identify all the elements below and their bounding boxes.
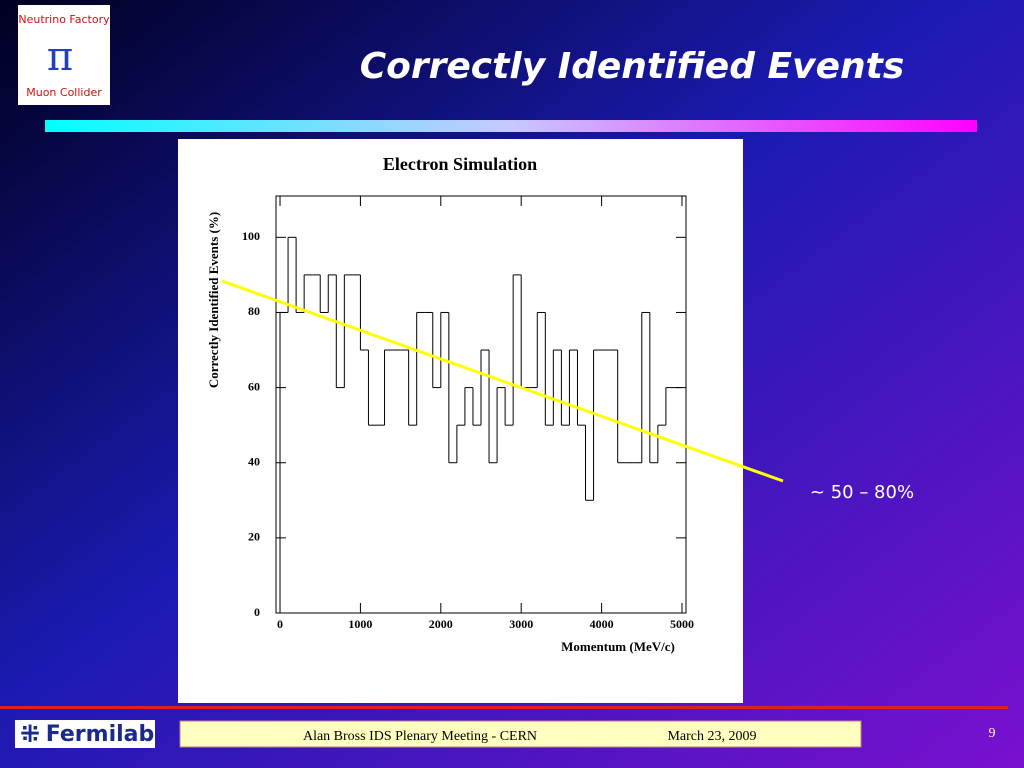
- x-tick-label: 2000: [429, 617, 453, 631]
- x-axis-label: Momentum (MeV/c): [561, 639, 675, 654]
- title-bar: [45, 120, 977, 132]
- y-axis-label: Correctly Identified Events (%): [206, 212, 221, 388]
- plot-frame: [275, 195, 687, 614]
- y-tick-label: 80: [248, 304, 260, 318]
- trend-annotation: [221, 279, 784, 483]
- chart-panel: [178, 139, 743, 703]
- y-tick-label: 40: [248, 454, 260, 468]
- y-tick-label: 60: [248, 379, 260, 393]
- x-tick-label: 5000: [670, 617, 694, 631]
- x-tick-label: 1000: [348, 617, 372, 631]
- brand-box: [15, 720, 155, 748]
- footer-rule: [0, 706, 1008, 709]
- y-tick-label: 100: [242, 229, 260, 243]
- y-tick-label: 20: [248, 530, 260, 544]
- y-tick-label: 0: [254, 605, 260, 619]
- page-number: 9: [989, 726, 996, 741]
- brand-icon: ⁜: [20, 720, 40, 748]
- x-tick-label: 0: [277, 617, 283, 631]
- chart-title: Electron Simulation: [383, 154, 537, 174]
- x-tick-label: 3000: [509, 617, 533, 631]
- footer-box: [179, 720, 862, 748]
- footer-right: March 23, 2009: [667, 729, 756, 744]
- footer-left: Alan Bross IDS Plenary Meeting - CERN: [303, 729, 537, 744]
- x-tick-label: 4000: [590, 617, 614, 631]
- logo-text: Neutrino Factory: [18, 13, 110, 26]
- brand: Fermilab: [46, 722, 155, 747]
- logo-text: Muon Collider: [26, 86, 102, 99]
- logo-box: [18, 5, 110, 105]
- slide-title: Correctly Identified Events: [360, 46, 905, 87]
- logo-symbol: π: [47, 34, 73, 80]
- annotation: ~ 50 – 80%: [810, 482, 914, 503]
